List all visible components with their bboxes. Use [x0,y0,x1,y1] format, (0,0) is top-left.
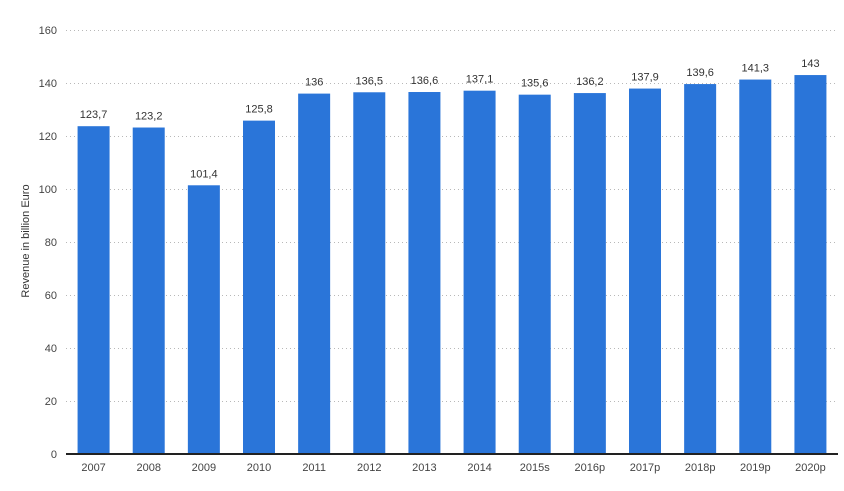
value-label-2020p: 143 [801,58,819,70]
bar-2020p[interactable] [794,75,827,455]
x-tick-label-2019p: 2019p [740,462,771,474]
x-tick-label-2015s: 2015s [520,462,550,474]
y-tick-label-140: 140 [39,78,57,90]
x-tick-label-2013: 2013 [412,462,436,474]
x-tick-label-2010: 2010 [247,462,271,474]
bar-2019p[interactable] [739,79,772,455]
label-layer: 123,7 123,2 101,4 125,8 136 136,5 136,6 137,1 13… [80,58,820,180]
y-tick-label-80: 80 [45,237,57,249]
bar-2017p[interactable] [629,88,661,454]
x-tick-label-2020p: 2020p [795,462,826,474]
bar-2012[interactable] [353,92,386,455]
bar-2011[interactable] [298,93,331,454]
value-label-2019p: 141,3 [742,63,770,75]
bar-layer [77,75,827,455]
value-label-2014: 137,1 [466,74,494,86]
bar-2010[interactable] [243,120,275,454]
x-tick-label-2007: 2007 [81,462,105,474]
y-tick-label-0: 0 [51,449,57,461]
y-tick-label-160: 160 [39,25,57,37]
x-tick-label-2011: 2011 [302,462,326,474]
value-label-2017p: 137,9 [631,72,659,84]
grid-layer [66,30,838,402]
bar-2018p[interactable] [684,84,717,454]
bar-2014[interactable] [463,90,496,454]
y-tick-label-40: 40 [45,343,57,355]
value-label-2013: 136,6 [411,75,439,87]
x-tick-label-2008: 2008 [136,462,160,474]
value-label-2010: 125,8 [245,104,273,116]
y-tick-label-100: 100 [39,184,57,196]
bar-2013[interactable] [408,92,441,454]
y-tick-label-60: 60 [45,290,57,302]
y-tick-label-20: 20 [45,396,57,408]
y-axis-title: Revenue in billion Euro [20,184,32,297]
value-label-2012: 136,5 [356,75,384,87]
axis-layer: 0 20 40 60 80 100 120 140 160 2007 2008 2009 2010 201… [39,25,838,474]
bar-2008[interactable] [132,127,165,455]
bar-2016p[interactable] [573,93,606,454]
bar-2015s[interactable] [518,94,551,454]
value-label-2018p: 139,6 [686,67,714,79]
x-tick-label-2009: 2009 [192,462,216,474]
x-tick-label-2016p: 2016p [575,462,606,474]
x-tick-label-2012: 2012 [357,462,381,474]
value-label-2016p: 136,2 [576,76,604,88]
bar-2009[interactable] [187,185,220,455]
x-tick-label-2017p: 2017p [630,462,661,474]
value-label-2008: 123,2 [135,111,163,123]
y-tick-label-120: 120 [39,131,57,143]
x-tick-label-2018p: 2018p [685,462,716,474]
value-label-2009: 101,4 [190,168,218,180]
bar-2007[interactable] [77,126,110,454]
value-label-2011: 136 [305,77,323,89]
value-label-2007: 123,7 [80,109,108,121]
x-tick-label-2014: 2014 [467,462,491,474]
value-label-2015s: 135,6 [521,78,549,90]
